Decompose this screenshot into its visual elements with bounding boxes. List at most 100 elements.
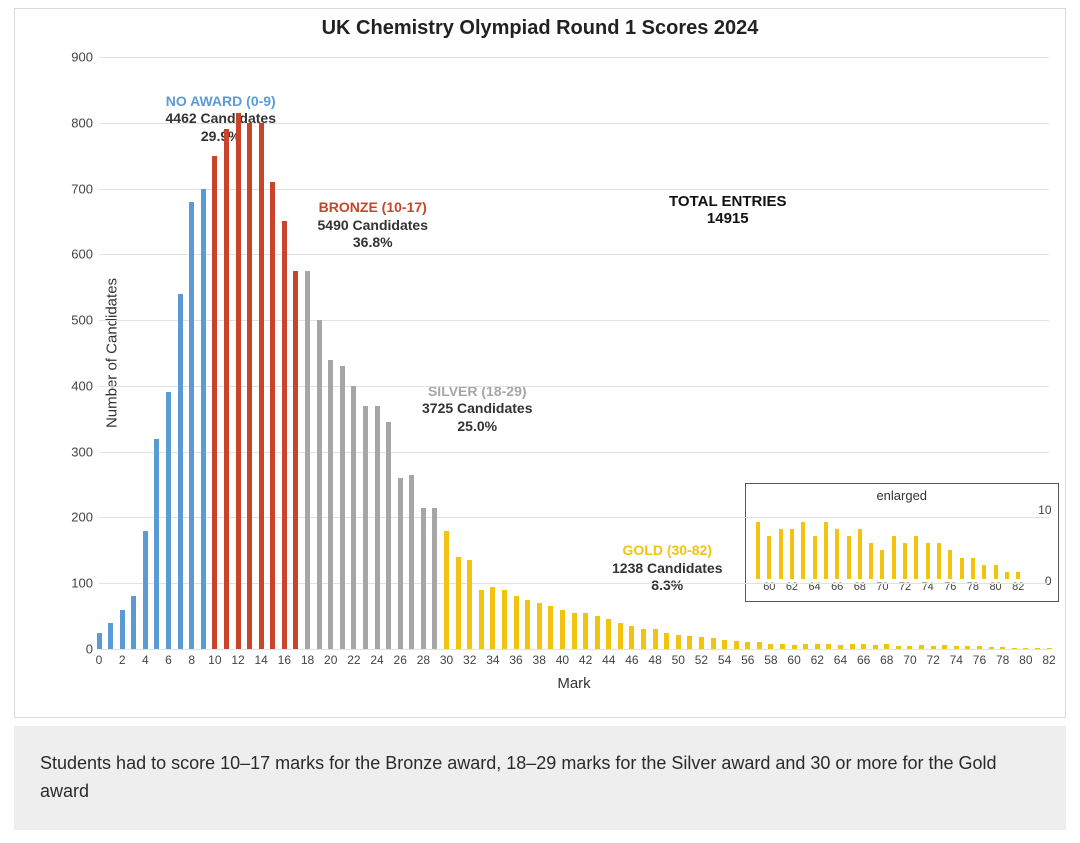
- bar: [398, 478, 403, 649]
- inset-bar: [858, 529, 862, 578]
- y-tick: 100: [71, 576, 93, 591]
- bar: [351, 386, 356, 649]
- bar: [711, 638, 716, 649]
- gridline: [99, 254, 1049, 255]
- bar: [479, 590, 484, 649]
- bar: [803, 644, 808, 649]
- bar: [896, 646, 901, 649]
- bar: [548, 606, 553, 649]
- bar: [375, 406, 380, 649]
- bar: [919, 645, 924, 649]
- x-tick: 26: [394, 653, 407, 667]
- bar: [734, 641, 739, 649]
- x-tick: 18: [301, 653, 314, 667]
- bar: [850, 644, 855, 649]
- bar: [317, 320, 322, 649]
- annotation-total-entries: TOTAL ENTRIES 14915: [669, 193, 787, 227]
- x-axis-label: Mark: [557, 675, 590, 692]
- inset-bar: [960, 558, 964, 579]
- bar: [1035, 648, 1040, 649]
- bar: [838, 645, 843, 649]
- bar: [270, 182, 275, 649]
- bar: [873, 645, 878, 649]
- gridline: [99, 386, 1049, 387]
- inset-bar: [982, 565, 986, 579]
- bar: [1023, 648, 1028, 649]
- x-tick: 64: [834, 653, 847, 667]
- inset-bar: [847, 536, 851, 578]
- bar: [432, 508, 437, 649]
- inset-bar: [971, 558, 975, 579]
- x-tick: 80: [1019, 653, 1032, 667]
- x-tick: 62: [811, 653, 824, 667]
- bar: [154, 439, 159, 649]
- inset-y-tick: 10: [1038, 503, 1051, 517]
- gridline: [99, 517, 1049, 518]
- bar: [687, 636, 692, 649]
- bar: [212, 156, 217, 649]
- gridline: [99, 320, 1049, 321]
- x-tick: 58: [764, 653, 777, 667]
- bar: [560, 610, 565, 649]
- x-tick: 66: [857, 653, 870, 667]
- bar: [907, 646, 912, 649]
- bar: [931, 646, 936, 649]
- inset-bar: [903, 543, 907, 578]
- inset-bar: [824, 522, 828, 578]
- bar: [328, 360, 333, 649]
- bar: [236, 113, 241, 649]
- bar: [224, 129, 229, 649]
- bar: [166, 392, 171, 649]
- bar: [259, 123, 264, 649]
- gridline: [99, 649, 1049, 650]
- inset-bar: [767, 536, 771, 578]
- bar: [490, 587, 495, 649]
- bar: [792, 645, 797, 649]
- bar: [942, 645, 947, 649]
- x-tick: 6: [165, 653, 172, 667]
- bar: [606, 619, 611, 649]
- bar: [363, 406, 368, 649]
- bar: [514, 596, 519, 649]
- x-tick: 40: [556, 653, 569, 667]
- bar: [676, 635, 681, 649]
- gridline: [99, 57, 1049, 58]
- inset-bar: [801, 522, 805, 578]
- bar: [965, 646, 970, 649]
- annotation-head: GOLD (30-82): [612, 542, 723, 560]
- bar: [386, 422, 391, 649]
- bar: [409, 475, 414, 649]
- bar: [444, 531, 449, 649]
- chart-title: UK Chemistry Olympiad Round 1 Scores 202…: [15, 17, 1065, 40]
- x-tick: 4: [142, 653, 149, 667]
- y-tick: 600: [71, 247, 93, 262]
- annotation-sub: 1238 Candidates: [612, 560, 723, 578]
- bar: [525, 600, 530, 649]
- total-head: TOTAL ENTRIES: [669, 193, 787, 210]
- x-tick: 10: [208, 653, 221, 667]
- x-tick: 46: [625, 653, 638, 667]
- x-tick: 38: [533, 653, 546, 667]
- x-tick: 44: [602, 653, 615, 667]
- inset-bar: [1005, 572, 1009, 579]
- bar: [722, 640, 727, 649]
- x-tick: 14: [255, 653, 268, 667]
- bar: [502, 590, 507, 649]
- y-tick: 700: [71, 181, 93, 196]
- inset-bar: [880, 550, 884, 578]
- bar: [456, 557, 461, 649]
- x-tick: 36: [509, 653, 522, 667]
- gridline: [99, 452, 1049, 453]
- y-tick: 500: [71, 313, 93, 328]
- y-axis-label: Number of Candidates: [104, 278, 121, 428]
- x-tick: 72: [926, 653, 939, 667]
- inset-bar: [1016, 572, 1020, 579]
- gridline: [99, 123, 1049, 124]
- annotation-silver: SILVER (18-29) 3725 Candidates 25.0%: [422, 383, 533, 436]
- annotation-head: BRONZE (10-17): [318, 199, 429, 217]
- inset-bar: [869, 543, 873, 578]
- inset-bar: [892, 536, 896, 578]
- bar: [977, 646, 982, 649]
- x-tick: 16: [278, 653, 291, 667]
- annotation-sub: 3725 Candidates: [422, 400, 533, 418]
